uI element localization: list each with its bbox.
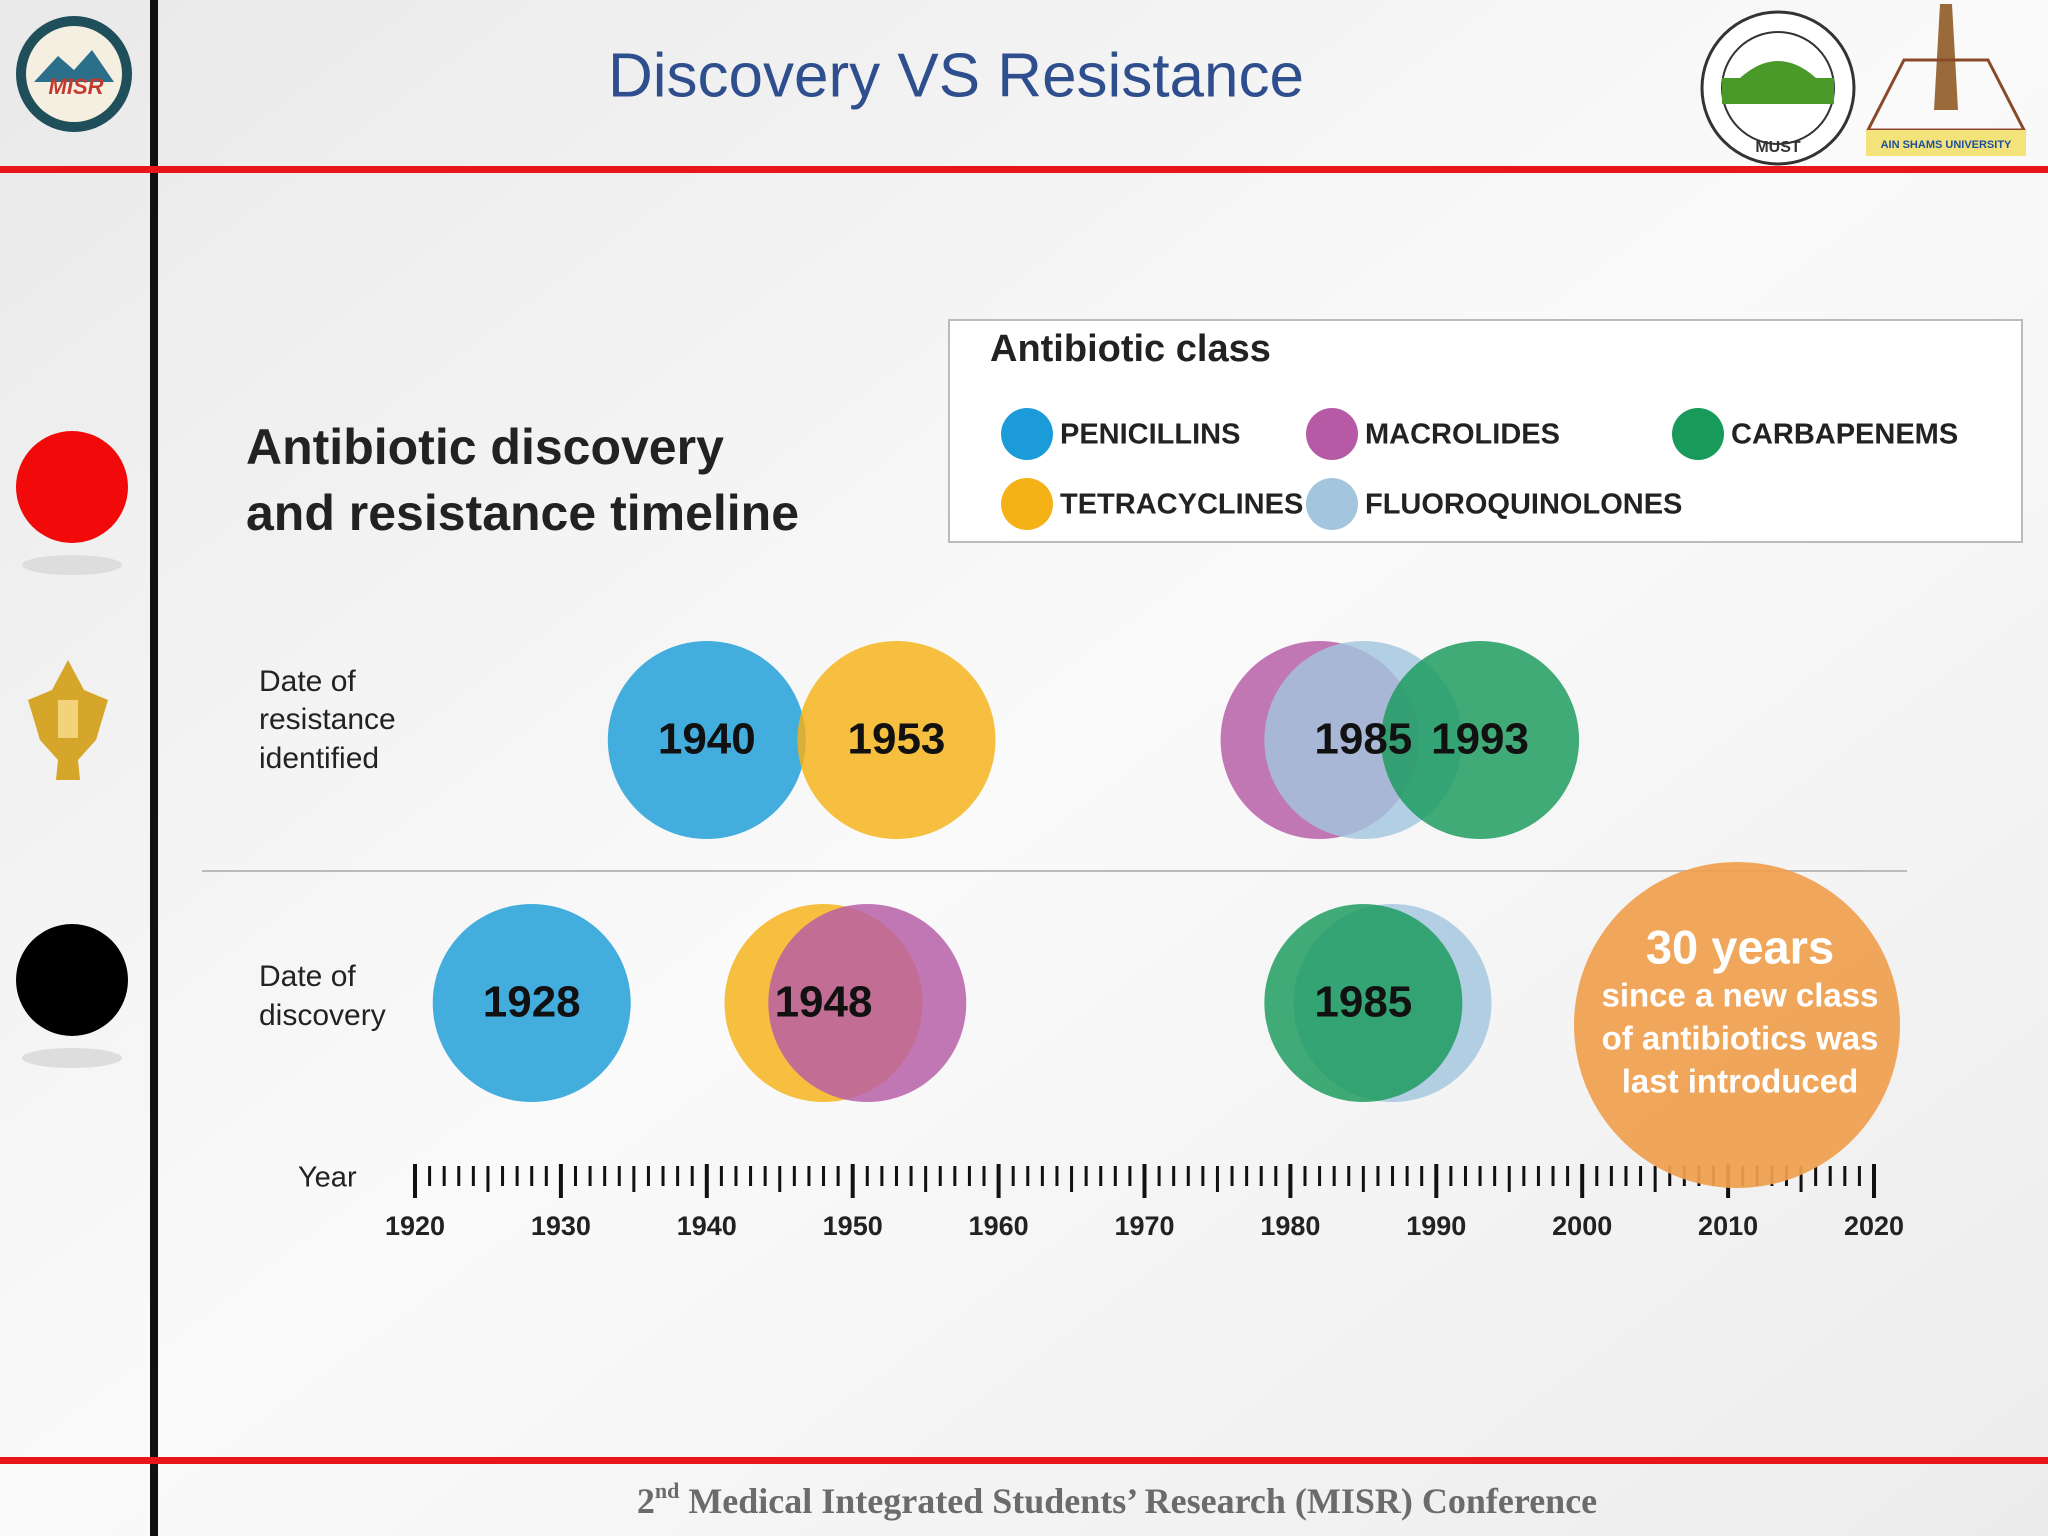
x-tick-label: 1980 [1260,1211,1320,1241]
legend-label: PENICILLINS [1060,419,1240,451]
egypt-emblem [28,660,108,780]
annotation-text: since a new class [1601,977,1878,1014]
bubble [432,904,631,1102]
x-tick-label: 2020 [1844,1211,1904,1241]
ain-shams-logo: AIN SHAMS UNIVERSITY [1865,4,2027,156]
x-tick-label: 1960 [969,1211,1029,1241]
bubble-label: 1948 [775,978,873,1027]
legend-marker [1001,478,1053,530]
legend-title: Antibiotic class [990,328,1271,370]
bubble-label: 1953 [848,715,946,764]
legend-marker [1306,478,1358,530]
logo-text: MUST [1755,139,1801,156]
header-line [0,166,2048,173]
row-label: identified [259,742,379,775]
logo-text: AIN SHAMS UNIVERSITY [1881,139,2012,151]
bubble [1264,904,1463,1102]
footer: 2nd Medical Integrated Students’ Researc… [637,1478,1597,1521]
chart-title: Antibiotic discovery [246,419,724,475]
must-logo: MUST [1700,10,1856,166]
x-tick-label: 1920 [385,1211,445,1241]
footer-line [0,1457,2048,1464]
footer-number: 2 [637,1481,655,1521]
legend-marker [1672,408,1724,460]
conference-logo: MISR [16,16,132,132]
x-tick-label: 1990 [1406,1211,1466,1241]
bubble [797,641,996,839]
x-tick-label: 1940 [677,1211,737,1241]
bubble-label: 1940 [658,715,756,764]
row-label: discovery [259,999,386,1032]
black-dot [16,924,128,1036]
logo-text: MISR [49,74,104,99]
legend-label: CARBAPENEMS [1731,419,1958,451]
sidebar-line [150,0,158,1536]
annotation-text: last introduced [1622,1063,1859,1100]
x-tick-label: 1930 [531,1211,591,1241]
x-tick-label: 1970 [1114,1211,1174,1241]
legend-marker [1001,408,1053,460]
bubble [1381,641,1580,839]
x-tick-label: 1950 [823,1211,883,1241]
legend-box [948,319,2023,543]
bubble [768,904,967,1102]
row-label: Date of [259,960,356,993]
reflection [22,555,122,575]
annotation-text: of antibiotics was [1602,1020,1879,1057]
legend-label: MACROLIDES [1365,419,1560,451]
row-label: Date of [259,665,356,698]
x-tick-label: 2010 [1698,1211,1758,1241]
bubble-label: 1993 [1431,715,1529,764]
legend-label: TETRACYCLINES [1060,489,1303,521]
annotation-bubble [1574,862,1900,1188]
row-label: resistance [259,703,396,736]
x-tick-label: 2000 [1552,1211,1612,1241]
slide-title: Discovery VS Resistance [608,41,1304,110]
chart-title: and resistance timeline [246,485,799,541]
legend-marker [1306,408,1358,460]
bubble-label: 1985 [1314,978,1412,1027]
annotation-title: 30 years [1646,920,1834,973]
x-axis-label: Year [298,1162,357,1194]
bubble-label: 1928 [483,978,581,1027]
footer-text: Medical Integrated Students’ Research (M… [679,1481,1597,1521]
red-dot [16,431,128,543]
bubble-label: 1985 [1314,715,1412,764]
bubble [607,641,806,839]
legend-label: FLUOROQUINOLONES [1365,489,1682,521]
reflection [22,1048,122,1068]
footer-ordinal: nd [655,1478,679,1503]
